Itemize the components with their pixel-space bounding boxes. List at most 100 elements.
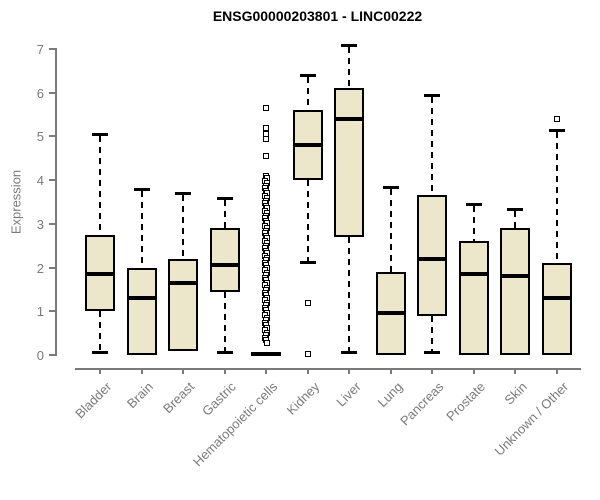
y-tick <box>49 222 56 225</box>
y-tick-label: 3 <box>36 216 44 232</box>
upper-whisker-cap <box>216 196 233 200</box>
lower-whisker <box>431 315 433 351</box>
upper-whisker <box>140 190 143 268</box>
median-line <box>85 272 115 277</box>
median-line <box>209 263 240 268</box>
upper-whisker <box>348 46 350 89</box>
outlier-point <box>263 131 269 138</box>
upper-whisker-cap <box>382 185 399 189</box>
upper-whisker <box>472 206 475 242</box>
median-line <box>500 274 530 279</box>
x-tick-label-text: Kidney <box>283 379 323 418</box>
box <box>458 241 489 355</box>
upper-whisker-cap <box>424 93 440 97</box>
x-tick-label-text: Bladder <box>72 379 115 422</box>
lower-whisker <box>306 180 309 262</box>
outlier-point <box>304 351 311 358</box>
upper-whisker-cap <box>465 203 482 207</box>
box <box>541 263 572 355</box>
x-tick <box>555 368 558 374</box>
y-tick <box>49 135 56 138</box>
outlier-point <box>553 115 560 122</box>
y-axis-line <box>55 48 57 356</box>
upper-whisker-cap <box>548 128 565 132</box>
x-tick-label-text: Unknown / Other <box>491 379 572 459</box>
outlier-point <box>304 299 311 306</box>
upper-whisker-cap <box>92 133 108 137</box>
upper-whisker <box>431 96 433 196</box>
x-tick-label-text: Breast <box>160 379 198 417</box>
x-tick <box>472 368 475 374</box>
y-tick <box>49 266 56 269</box>
median-line <box>126 296 157 301</box>
x-tick <box>431 368 433 374</box>
y-tick <box>49 310 56 313</box>
lower-whisker <box>348 236 350 351</box>
x-axis-line <box>75 368 581 370</box>
x-tick <box>265 368 267 374</box>
lower-whisker-cap <box>424 350 440 354</box>
x-tick <box>99 368 101 374</box>
median-line <box>334 116 364 121</box>
y-tick <box>49 354 56 356</box>
upper-whisker <box>389 188 392 272</box>
upper-whisker-cap <box>133 187 150 191</box>
x-tick-label-text: Lung <box>374 379 406 411</box>
box <box>126 267 157 355</box>
upper-whisker-cap <box>341 43 357 47</box>
x-tick <box>514 368 516 374</box>
x-tick-label-text: Prostate <box>443 379 489 424</box>
chart-title: ENSG00000203801 - LINC00222 <box>212 8 423 24</box>
x-tick-label-text: Liver <box>333 379 364 410</box>
lower-whisker-cap <box>216 350 233 354</box>
box <box>334 88 364 237</box>
y-tick-label: 1 <box>36 304 44 320</box>
x-tick <box>223 368 226 374</box>
x-tick-label-text: Skin <box>501 379 530 408</box>
x-tick <box>182 368 184 374</box>
y-tick-label: 5 <box>36 129 44 145</box>
y-tick-label: 6 <box>36 85 44 101</box>
median-line <box>375 311 406 316</box>
y-tick <box>49 91 56 94</box>
outlier-point <box>263 153 269 160</box>
upper-whisker-cap <box>299 74 316 78</box>
upper-whisker <box>555 131 558 264</box>
outlier-point <box>263 124 269 131</box>
x-tick <box>348 368 350 374</box>
box <box>417 195 447 316</box>
x-tick-label-text: Brain <box>124 379 157 412</box>
upper-whisker <box>223 199 226 229</box>
upper-whisker <box>514 210 516 229</box>
median-line <box>541 296 572 301</box>
x-tick-label-text: Pancreas <box>397 379 447 429</box>
x-tick-label-text: Gastric <box>199 379 240 419</box>
median-line <box>292 143 323 148</box>
outlier-stack-point <box>264 339 270 346</box>
lower-whisker-cap <box>299 261 316 265</box>
upper-whisker <box>182 195 184 259</box>
x-tick <box>306 368 309 374</box>
median-line <box>251 351 281 356</box>
median-line <box>417 256 447 261</box>
y-tick <box>49 179 56 182</box>
y-tick <box>49 48 56 50</box>
outlier-point <box>263 105 269 111</box>
box <box>168 258 198 351</box>
median-line <box>458 272 489 277</box>
lower-whisker-cap <box>92 350 108 354</box>
y-tick-label: 7 <box>36 42 44 57</box>
upper-whisker-cap <box>507 207 523 211</box>
upper-whisker <box>306 77 309 111</box>
upper-whisker-cap <box>175 192 191 196</box>
x-tick <box>389 368 392 374</box>
median-line <box>168 280 198 285</box>
upper-whisker <box>99 136 101 235</box>
y-tick-label: 0 <box>36 348 44 363</box>
y-tick-label: 4 <box>36 173 44 189</box>
y-tick-label: 2 <box>36 260 44 276</box>
lower-whisker-cap <box>341 350 357 354</box>
x-tick <box>140 368 143 374</box>
lower-whisker <box>223 291 226 351</box>
